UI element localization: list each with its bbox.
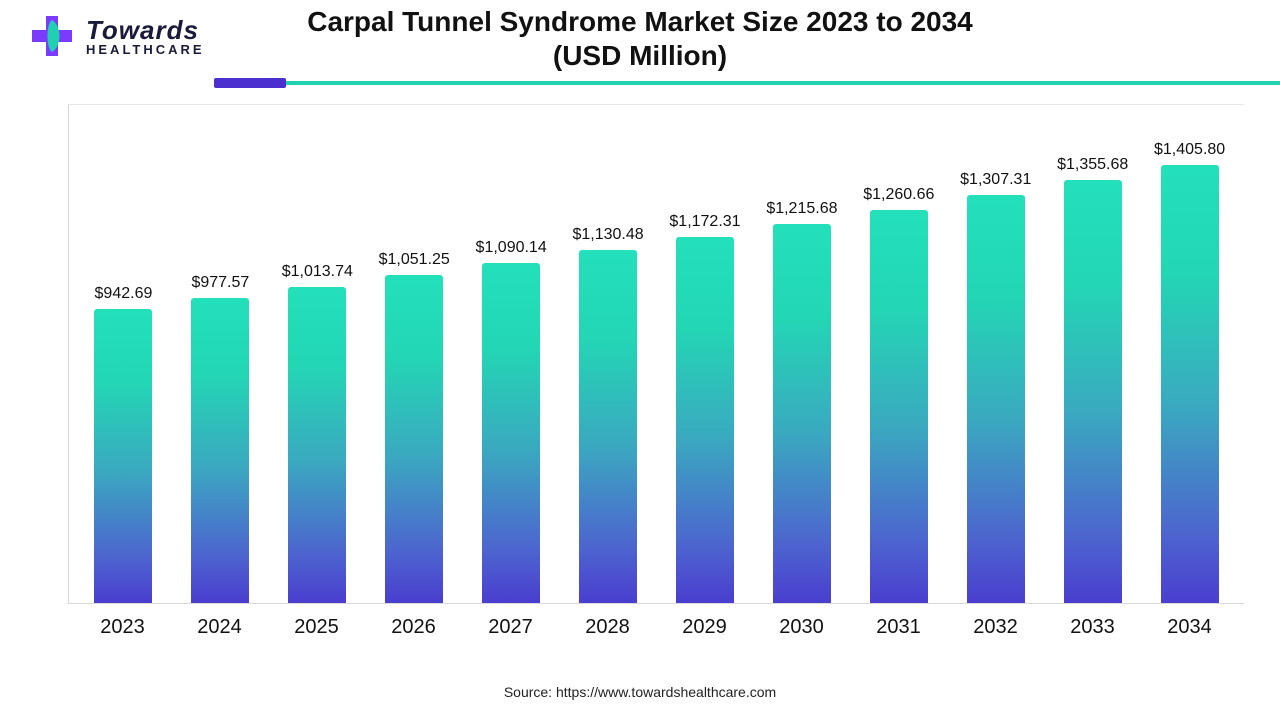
bar	[870, 210, 928, 603]
x-axis-label: 2023	[74, 608, 171, 640]
bar-column: $1,405.80	[1141, 104, 1238, 603]
x-axis-label: 2026	[365, 608, 462, 640]
chart-x-axis: 2023202420252026202720282029203020312032…	[68, 608, 1244, 640]
bar	[191, 298, 249, 603]
bar-column: $1,013.74	[269, 104, 366, 603]
bar	[94, 309, 152, 603]
divider-accent-teal	[286, 81, 1280, 85]
title-divider	[190, 80, 1280, 86]
bar	[676, 237, 734, 603]
x-axis-label: 2032	[947, 608, 1044, 640]
bar	[482, 263, 540, 603]
chart-title: Carpal Tunnel Syndrome Market Size 2023 …	[0, 6, 1280, 72]
x-axis-label: 2030	[753, 608, 850, 640]
page: Towards HEALTHCARE Carpal Tunnel Syndrom…	[0, 0, 1280, 720]
chart-title-line1: Carpal Tunnel Syndrome Market Size 2023 …	[0, 6, 1280, 38]
bar-column: $942.69	[75, 104, 172, 603]
x-axis-label: 2031	[850, 608, 947, 640]
x-axis-label: 2029	[656, 608, 753, 640]
source-attribution: Source: https://www.towardshealthcare.co…	[0, 684, 1280, 700]
chart-bars: $942.69$977.57$1,013.74$1,051.25$1,090.1…	[69, 104, 1244, 603]
bar	[1161, 165, 1219, 603]
bar-column: $977.57	[172, 104, 269, 603]
x-axis-label: 2024	[171, 608, 268, 640]
bar-column: $1,215.68	[753, 104, 850, 603]
bar-column: $1,307.31	[947, 104, 1044, 603]
bar	[288, 287, 346, 603]
x-axis-label: 2028	[559, 608, 656, 640]
x-axis-label: 2025	[268, 608, 365, 640]
bar	[385, 275, 443, 603]
bar	[1064, 180, 1122, 603]
chart-plot-area: $942.69$977.57$1,013.74$1,051.25$1,090.1…	[68, 104, 1244, 604]
bar-value-label: $1,405.80	[1120, 141, 1260, 159]
bar-column: $1,130.48	[560, 104, 657, 603]
chart-title-line2: (USD Million)	[0, 40, 1280, 72]
bar-column: $1,051.25	[366, 104, 463, 603]
bar-column: $1,090.14	[463, 104, 560, 603]
bar-column: $1,355.68	[1044, 104, 1141, 603]
x-axis-label: 2027	[462, 608, 559, 640]
bar-chart: $942.69$977.57$1,013.74$1,051.25$1,090.1…	[68, 104, 1244, 640]
bar-column: $1,260.66	[850, 104, 947, 603]
bar	[579, 250, 637, 603]
bar	[773, 224, 831, 603]
x-axis-label: 2034	[1141, 608, 1238, 640]
bar	[967, 195, 1025, 603]
x-axis-label: 2033	[1044, 608, 1141, 640]
divider-accent-purple	[214, 78, 286, 88]
bar-column: $1,172.31	[657, 104, 754, 603]
